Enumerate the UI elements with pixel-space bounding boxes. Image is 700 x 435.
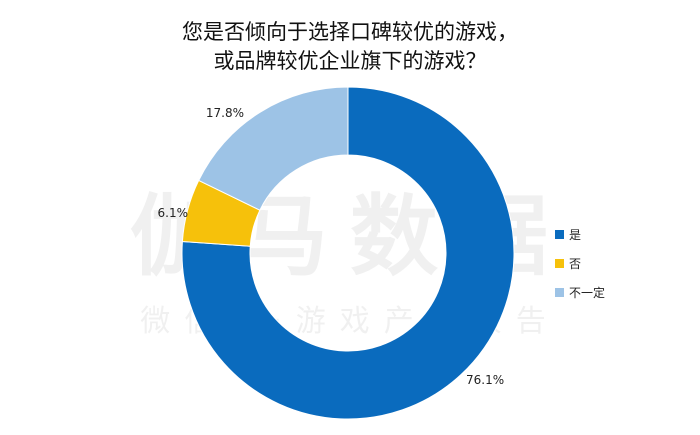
data-label-2: 6.1% xyxy=(158,206,189,220)
legend-swatch xyxy=(555,288,564,297)
legend-label: 不一定 xyxy=(569,286,606,300)
legend-item-3: 不一定 xyxy=(555,278,605,307)
donut-slice-1 xyxy=(181,86,515,420)
donut-slice-3 xyxy=(198,86,349,211)
legend-item-1: 是 xyxy=(555,220,605,249)
legend-label: 是 xyxy=(569,228,582,242)
data-label-1: 76.1% xyxy=(466,373,504,387)
legend-swatch xyxy=(555,259,564,268)
legend-swatch xyxy=(555,230,564,239)
chart-title-line1: 您是否倾向于选择口碑较优的游戏， xyxy=(182,20,518,44)
chart-title-line2: 或品牌较优企业旗下的游戏？ xyxy=(213,49,487,73)
legend-item-2: 否 xyxy=(555,249,605,278)
data-label-3: 17.8% xyxy=(206,106,244,120)
chart-title: 您是否倾向于选择口碑较优的游戏， 或品牌较优企业旗下的游戏？ xyxy=(0,18,700,76)
legend-label: 否 xyxy=(569,257,582,271)
chart-legend: 是否不一定 xyxy=(555,220,605,307)
